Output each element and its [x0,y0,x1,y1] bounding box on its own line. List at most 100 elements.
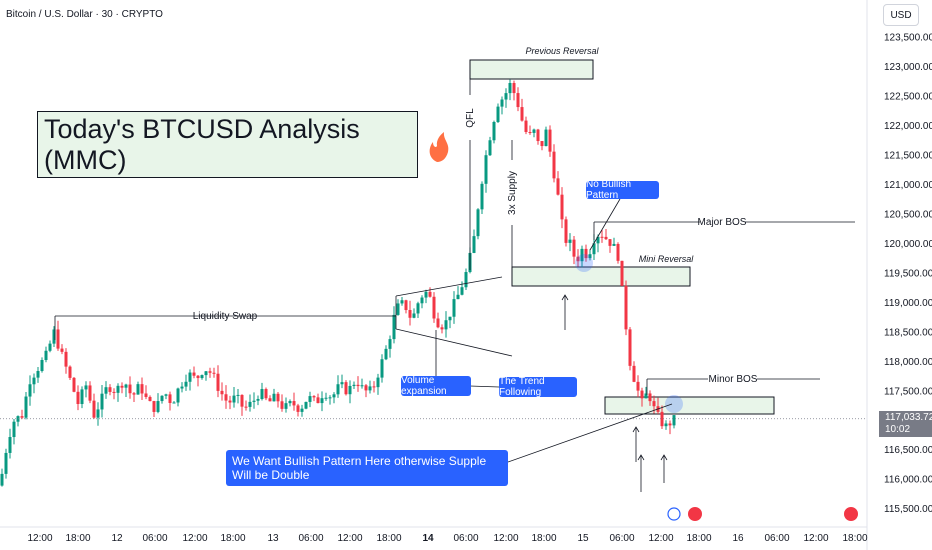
y-tick-label: 118,500.00 [884,327,932,338]
candle-body [480,183,484,210]
volume-expansion-label: Volume expansion [401,375,471,397]
candle-body [492,122,496,141]
candle-body [652,401,656,407]
candle-body [512,83,516,94]
candle-body [164,394,168,396]
candle-body [136,384,140,395]
supply-text: 3x Supply [507,171,518,215]
candle-body [392,314,396,340]
candle-body [272,393,276,402]
candle-body [180,386,184,389]
y-tick-label: 121,000.00 [884,180,932,191]
x-tick-label: 06:00 [453,533,478,544]
candle-body [52,329,56,344]
candle-body [144,393,148,397]
candle-body [240,394,244,407]
candle-body [628,329,632,366]
x-tick-label: 12:00 [803,533,828,544]
previous-reversal-text: Previous Reversal [525,46,599,56]
candle-body [536,129,540,142]
candle-body [576,256,580,262]
candle-body [520,107,524,121]
candle-body [160,395,164,402]
candle-body [572,239,576,257]
candle-body [564,219,568,243]
minor-bos-text: Minor BOS [709,374,758,385]
x-tick-label: 12 [111,533,123,544]
candle-body [20,416,24,418]
last-price-countdown: 10:02 [885,424,911,435]
candle-body [192,372,196,376]
x-tick-label: 06:00 [764,533,789,544]
y-tick-label: 119,500.00 [884,268,932,279]
demand-zone [604,396,775,415]
candle-body [304,401,308,409]
candle-body [208,371,212,373]
candle-body [252,400,256,402]
candle-body [344,382,348,395]
x-tick-label: 18:00 [65,533,90,544]
major-bos-text: Major BOS [698,217,747,228]
candle-body [632,365,636,382]
candle-body [196,375,200,379]
candle-body [224,394,228,401]
candle-body [100,393,104,410]
candle-body [8,437,12,453]
candle-body [596,236,600,244]
candle-body [500,99,504,107]
candle-body [560,194,564,220]
candle-body [416,303,420,314]
candle-body [84,385,88,390]
x-tick-label: 12:00 [182,533,207,544]
candle-body [308,396,312,402]
candle-body [92,400,96,418]
candle-body [584,248,588,259]
candle-body [372,386,376,388]
candle-body [544,129,548,147]
candle-body [264,389,268,399]
previous-reversal-zone [469,59,594,80]
candle-body [568,239,572,243]
candle-body [320,398,324,404]
x-tick-label: 15 [577,533,589,544]
candle-body [248,401,252,407]
candle-body [360,385,364,387]
candle-body [128,384,132,394]
candle-body [420,297,424,304]
candle-body [660,411,664,427]
candle-body [104,387,108,394]
candle-body [204,371,208,376]
x-tick-label: 12:00 [337,533,362,544]
candle-body [376,377,380,388]
candle-body [600,236,604,238]
candle-body [400,300,404,304]
currency-selector[interactable]: USD [883,4,919,26]
no-bullish-pattern-label: No Bullish Pattern [586,179,659,201]
candle-body [88,385,92,401]
y-tick-label: 118,000.00 [884,357,932,368]
candle-body [424,291,428,298]
wedge-upper-line [395,276,503,297]
candle-body [288,401,292,404]
candle-body [352,384,356,386]
candle-body [592,243,596,255]
candle-body [384,348,388,360]
candle-body [368,386,372,391]
x-tick-label: 14 [422,533,434,544]
candle-body [552,151,556,179]
candle-body [532,129,536,133]
candle-body [40,359,44,372]
candle-body [4,452,8,474]
candle-body [484,155,488,184]
y-tick-label: 123,500.00 [884,33,932,44]
candle-body [132,393,136,395]
candle-body [464,272,468,288]
y-tick-label: 115,500.00 [884,504,932,515]
candle-body [488,140,492,156]
candle-body [336,384,340,395]
candle-body [388,339,392,349]
fire-icon [429,132,449,162]
candle-body [380,359,384,378]
candle-body [348,385,352,395]
